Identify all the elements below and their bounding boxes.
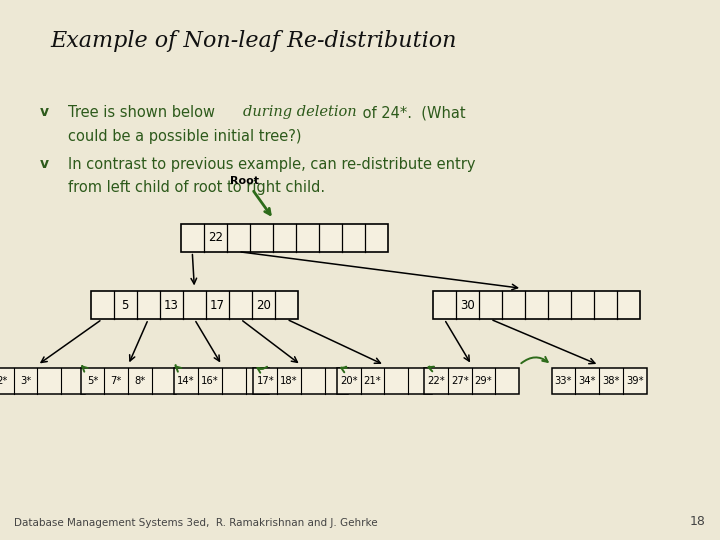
Text: 18: 18 bbox=[690, 515, 706, 528]
Text: 30: 30 bbox=[460, 299, 474, 312]
Text: Example of Non-leaf Re-distribution: Example of Non-leaf Re-distribution bbox=[50, 30, 457, 52]
Text: 17*: 17* bbox=[256, 376, 274, 386]
Text: could be a possible initial tree?): could be a possible initial tree?) bbox=[68, 129, 302, 144]
Bar bbox=[337, 368, 432, 394]
Text: 17: 17 bbox=[210, 299, 225, 312]
Text: 18*: 18* bbox=[280, 376, 298, 386]
FancyArrowPatch shape bbox=[341, 367, 347, 372]
Text: of 24*.  (What: of 24*. (What bbox=[358, 105, 465, 120]
Text: 22: 22 bbox=[208, 231, 222, 244]
Text: In contrast to previous example, can re-distribute entry: In contrast to previous example, can re-… bbox=[68, 157, 476, 172]
Text: during deletion: during deletion bbox=[243, 105, 357, 119]
Bar bbox=[91, 291, 298, 319]
Text: 5*: 5* bbox=[87, 376, 98, 386]
Bar bbox=[253, 368, 348, 394]
Text: 8*: 8* bbox=[135, 376, 145, 386]
FancyArrowPatch shape bbox=[258, 367, 267, 373]
Text: 38*: 38* bbox=[602, 376, 620, 386]
Text: 3*: 3* bbox=[20, 376, 31, 386]
Text: 22*: 22* bbox=[427, 376, 445, 386]
Text: Database Management Systems 3ed,  R. Ramakrishnan and J. Gehrke: Database Management Systems 3ed, R. Rama… bbox=[14, 518, 378, 528]
Text: 29*: 29* bbox=[474, 376, 492, 386]
FancyArrowPatch shape bbox=[176, 365, 181, 372]
Text: 20*: 20* bbox=[340, 376, 358, 386]
Text: v: v bbox=[40, 157, 49, 171]
Text: 34*: 34* bbox=[578, 376, 596, 386]
Text: Tree is shown below: Tree is shown below bbox=[68, 105, 220, 120]
FancyArrowPatch shape bbox=[521, 357, 548, 363]
Bar bbox=[0, 368, 85, 394]
Bar bbox=[552, 368, 647, 394]
Text: from left child of root to right child.: from left child of root to right child. bbox=[68, 180, 325, 195]
Text: Root: Root bbox=[230, 176, 259, 186]
Bar bbox=[81, 368, 176, 394]
Text: 5: 5 bbox=[122, 299, 129, 312]
Bar bbox=[174, 368, 269, 394]
Text: 20: 20 bbox=[256, 299, 271, 312]
Bar bbox=[433, 291, 640, 319]
Text: 14*: 14* bbox=[177, 376, 195, 386]
FancyArrowPatch shape bbox=[428, 367, 434, 372]
Text: 16*: 16* bbox=[201, 376, 219, 386]
Bar bbox=[424, 368, 519, 394]
Text: 39*: 39* bbox=[626, 376, 644, 386]
Bar bbox=[181, 224, 388, 252]
Text: 27*: 27* bbox=[451, 376, 469, 386]
Text: 13: 13 bbox=[164, 299, 179, 312]
Text: v: v bbox=[40, 105, 49, 119]
Text: 2*: 2* bbox=[0, 376, 7, 386]
Text: 33*: 33* bbox=[554, 376, 572, 386]
FancyArrowPatch shape bbox=[82, 366, 88, 372]
Text: 21*: 21* bbox=[364, 376, 382, 386]
Text: 7*: 7* bbox=[111, 376, 122, 386]
